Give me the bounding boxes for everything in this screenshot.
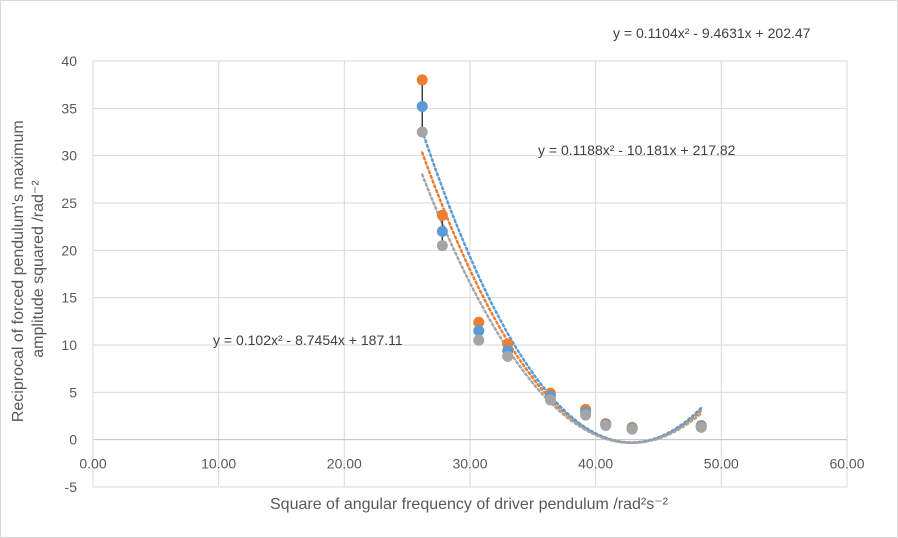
y-tick-label: 10 — [61, 337, 77, 353]
data-point — [436, 225, 448, 237]
x-tick-label: 40.00 — [578, 456, 613, 472]
x-tick-label: 60.00 — [829, 456, 864, 472]
y-axis-title: Reciprocal of forced pendulum's maximum … — [10, 116, 47, 422]
trendline-equation-blue: y = 0.1188x² - 10.181x + 217.82 — [538, 142, 736, 158]
y-axis-title-line1: Reciprocal of forced pendulum's maximum — [10, 120, 27, 422]
gridlines — [92, 60, 848, 488]
x-tick-label: 50.00 — [704, 456, 739, 472]
y-tick-label: 15 — [61, 290, 77, 306]
data-points — [416, 74, 707, 435]
axes: -5 0 5 10 15 20 25 30 35 40 0.00 10.00 20.00 30.00 40.… — [61, 53, 864, 495]
x-tick-label: 30.00 — [452, 456, 487, 472]
data-point — [626, 423, 638, 435]
data-point — [436, 209, 448, 221]
y-tick-label: 30 — [61, 148, 77, 164]
y-tick-label: -5 — [65, 479, 78, 495]
data-point — [473, 334, 485, 346]
data-point — [416, 74, 428, 86]
data-point — [580, 409, 592, 421]
trendline-equation-orange: y = 0.1104x² - 9.4631x + 202.47 — [613, 25, 811, 41]
y-tick-label: 25 — [61, 195, 77, 211]
data-point — [544, 394, 556, 406]
y-tick-label: 40 — [61, 53, 77, 69]
data-point — [473, 316, 485, 328]
x-tick-label: 0.00 — [79, 456, 106, 472]
data-point — [695, 421, 707, 433]
trendlines — [420, 129, 703, 445]
y-axis-title-line2: amplitude squared /rad⁻² — [30, 180, 47, 358]
y-tick-label: 5 — [69, 384, 77, 400]
trendline — [420, 173, 703, 445]
x-tick-label: 20.00 — [327, 456, 362, 472]
data-point — [600, 419, 612, 431]
data-point — [502, 350, 514, 362]
data-point — [473, 325, 485, 337]
trendline-equation-gray: y = 0.102x² - 8.7454x + 187.11 — [213, 332, 403, 348]
data-point — [416, 126, 428, 138]
data-point — [436, 240, 448, 252]
x-tick-label: 10.00 — [201, 456, 236, 472]
trendline — [420, 129, 703, 444]
y-tick-label: 0 — [69, 432, 77, 448]
y-tick-label: 35 — [61, 100, 77, 116]
x-axis-title: Square of angular frequency of driver pe… — [270, 496, 669, 513]
y-tick-label: 20 — [61, 242, 77, 258]
data-point — [416, 100, 428, 112]
